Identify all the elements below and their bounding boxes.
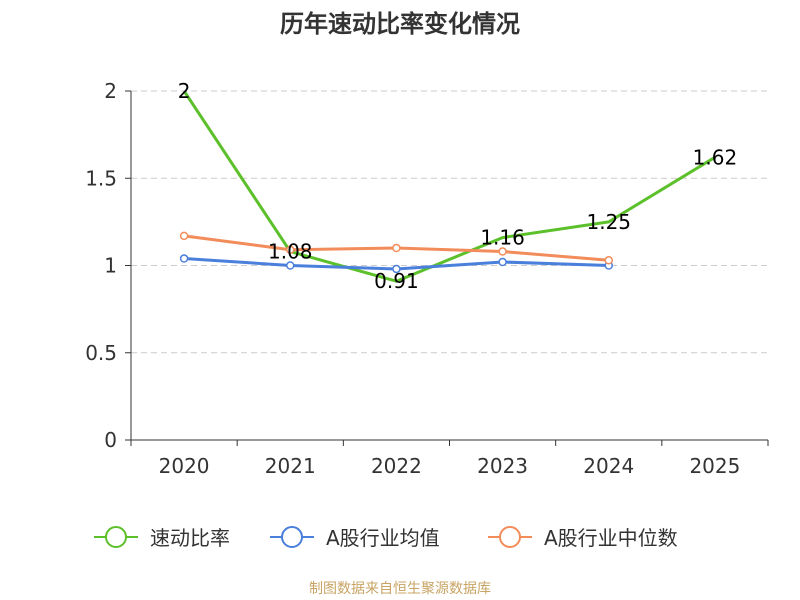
data-point: [604, 256, 613, 265]
data-point: [179, 254, 189, 263]
x-tick-label: 2022: [371, 454, 422, 478]
x-tick-label: 2025: [689, 454, 740, 478]
y-tick-label: 0.5: [85, 341, 117, 365]
legend-marker: [499, 526, 521, 548]
data-point: [179, 231, 189, 241]
data-label: 1.62: [693, 145, 738, 169]
legend: 速动比率 A股行业均值 A股行业中位数: [94, 526, 678, 550]
chart-title: 历年速动比率变化情况: [280, 10, 520, 38]
x-tick-label: 2023: [477, 454, 528, 478]
legend-marker: [105, 526, 127, 548]
data-label: 1.25: [586, 210, 631, 234]
y-tick-label: 0: [104, 428, 117, 452]
legend-marker: [281, 526, 303, 548]
y-tick-label: 2: [104, 79, 117, 103]
legend-label: A股行业均值: [326, 526, 440, 550]
x-tick-label: 2021: [265, 454, 316, 478]
series-lines: [179, 90, 716, 283]
data-label: 1.16: [480, 226, 525, 250]
y-tick-label: 1.5: [85, 166, 117, 190]
data-point: [392, 243, 401, 253]
source-note: 制图数据来自恒生聚源数据库: [309, 581, 491, 597]
series-line: [182, 90, 716, 283]
data-labels: 2 1.08 0.91 1.16 1.25 1.62: [178, 79, 737, 293]
data-point: [498, 247, 507, 256]
data-point: [286, 245, 295, 255]
x-tick-label: 2024: [583, 454, 634, 478]
x-tick-label: 2020: [159, 454, 210, 478]
y-tick-label: 1: [104, 254, 117, 278]
data-point: [286, 261, 295, 270]
data-label: 2: [178, 79, 191, 103]
axes: 0 0.5 1 1.5 2 2020 2021 2022 2023 2024 2025: [85, 79, 769, 478]
legend-label: A股行业中位数: [544, 526, 678, 550]
data-label: 0.91: [374, 269, 419, 293]
data-point: [498, 257, 507, 267]
data-point: [392, 264, 401, 274]
legend-label: 速动比率: [150, 526, 230, 550]
data-label: 1.08: [268, 240, 313, 264]
grid-lines: [131, 90, 768, 354]
